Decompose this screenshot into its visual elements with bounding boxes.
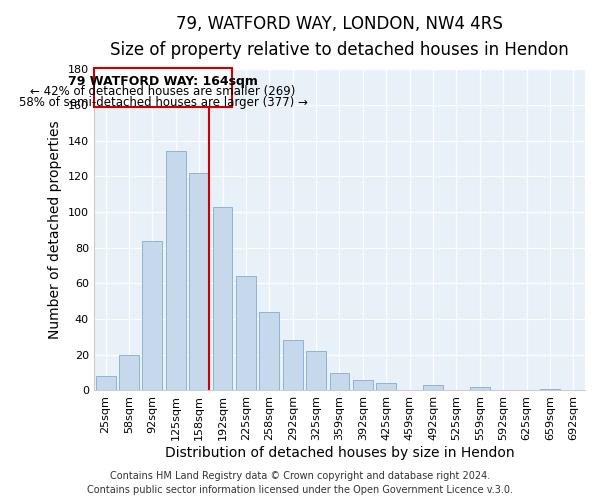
Y-axis label: Number of detached properties: Number of detached properties [49,120,62,339]
Bar [376,384,396,390]
Bar [119,355,139,390]
Bar [142,240,162,390]
Bar [259,312,279,390]
Text: 79 WATFORD WAY: 164sqm: 79 WATFORD WAY: 164sqm [68,74,258,88]
Bar [236,276,256,390]
Bar [540,388,560,390]
Bar [306,351,326,391]
Text: 58% of semi-detached houses are larger (377) →: 58% of semi-detached houses are larger (… [19,96,308,109]
Bar [95,376,116,390]
Bar [470,387,490,390]
Text: ← 42% of detached houses are smaller (269): ← 42% of detached houses are smaller (26… [31,86,296,98]
Bar [189,173,209,390]
X-axis label: Distribution of detached houses by size in Hendon: Distribution of detached houses by size … [164,446,514,460]
Bar [423,385,443,390]
Bar [212,206,232,390]
Title: 79, WATFORD WAY, LONDON, NW4 4RS
Size of property relative to detached houses in: 79, WATFORD WAY, LONDON, NW4 4RS Size of… [110,15,569,60]
Bar [353,380,373,390]
Bar [166,152,185,390]
Bar [283,340,302,390]
Text: Contains HM Land Registry data © Crown copyright and database right 2024.
Contai: Contains HM Land Registry data © Crown c… [87,471,513,495]
Bar [94,68,232,107]
Bar [329,372,349,390]
